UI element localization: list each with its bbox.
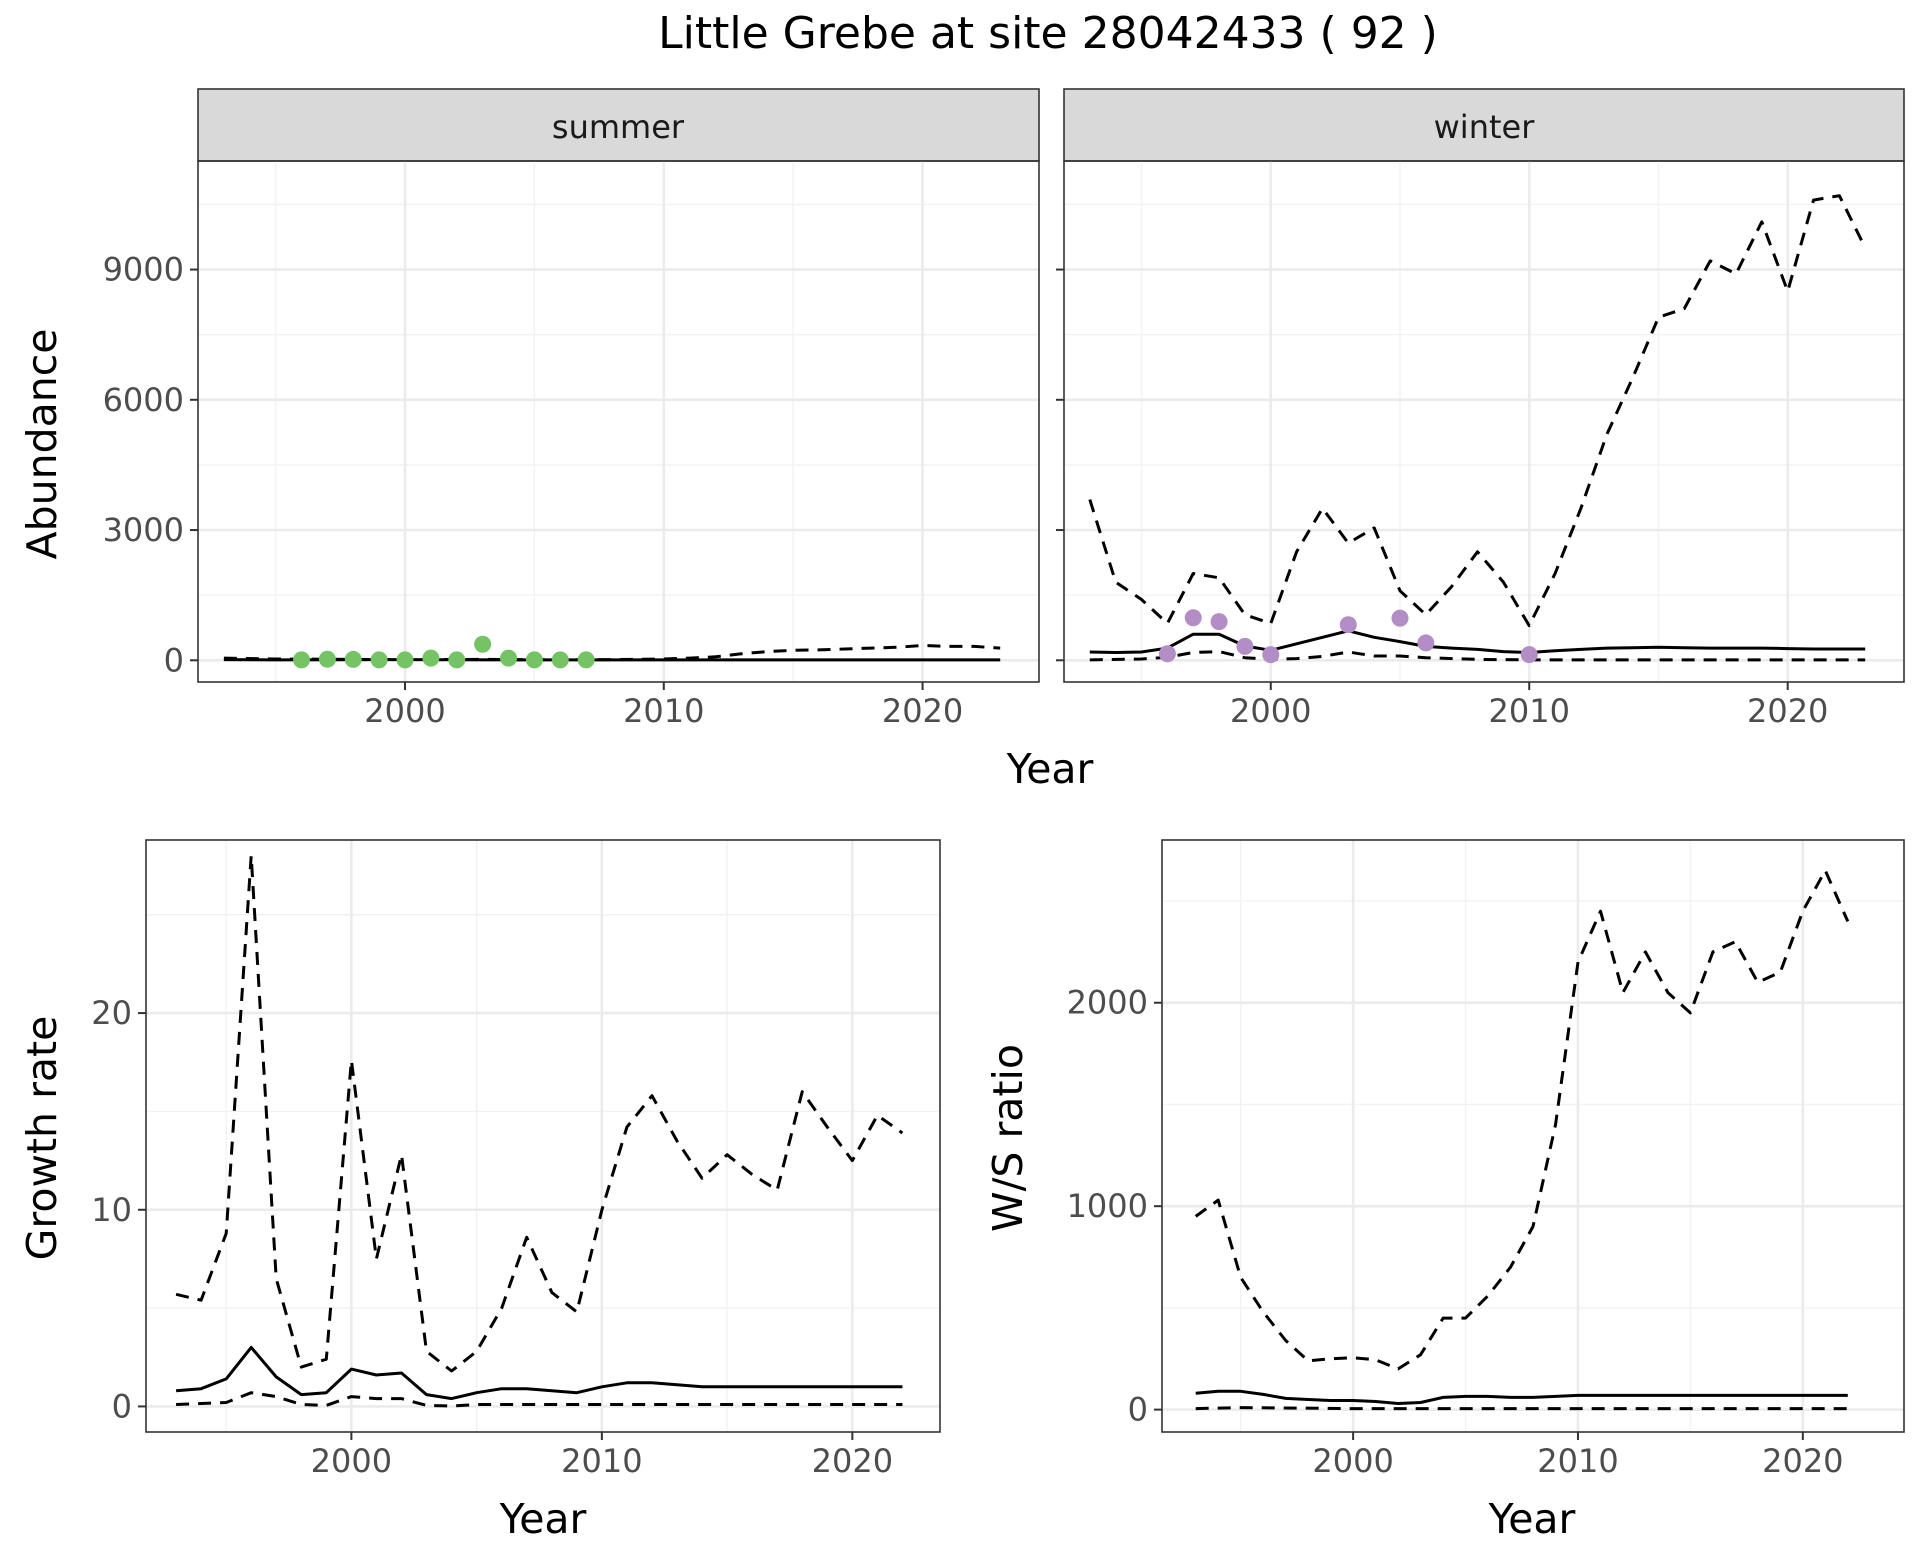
x-tick-label: 2000 xyxy=(1312,1442,1393,1480)
figure-title: Little Grebe at site 28042433 ( 92 ) xyxy=(658,8,1438,59)
x-tick-label: 2010 xyxy=(561,1442,642,1480)
x-tick-label: 2020 xyxy=(882,692,963,730)
strip-label-summer: summer xyxy=(552,108,685,146)
data-point xyxy=(500,649,518,667)
data-point xyxy=(1236,637,1254,655)
data-point xyxy=(422,649,440,667)
y-tick-label: 0 xyxy=(112,1387,132,1425)
y-tick-label: 2000 xyxy=(1067,984,1148,1022)
data-point xyxy=(474,635,492,653)
x-tick-label: 2010 xyxy=(623,692,704,730)
y-tick-label: 0 xyxy=(164,641,184,679)
x-tick-label: 2000 xyxy=(311,1442,392,1480)
y-tick-label: 3000 xyxy=(103,511,184,549)
x-tick-label: 2010 xyxy=(1537,1442,1618,1480)
x-tick-label: 2020 xyxy=(1762,1442,1843,1480)
panel-ws-ratio: 2000 2010 2020 0 1000 2000 xyxy=(1067,839,1905,1480)
data-point xyxy=(293,651,311,669)
data-point xyxy=(1262,646,1280,664)
data-point xyxy=(577,651,595,669)
data-point xyxy=(448,651,466,669)
series-line-dashed-2 xyxy=(1089,650,1866,662)
panel-abundance-winter: 2000 2010 2020 xyxy=(1056,160,1905,730)
series-line-dashed-2 xyxy=(176,1391,903,1408)
x-axis-title-ws: Year xyxy=(1488,1495,1576,1543)
data-point xyxy=(551,651,569,669)
x-tick-label: 2010 xyxy=(1489,692,1570,730)
data-point xyxy=(525,651,543,669)
y-tick-label: 6000 xyxy=(103,381,184,419)
x-tick-label: 2020 xyxy=(812,1442,893,1480)
x-tick-label: 2000 xyxy=(364,692,445,730)
strip-summer xyxy=(197,88,1040,162)
x-axis-title-abundance: Year xyxy=(1006,745,1094,793)
data-point xyxy=(1210,613,1228,631)
y-tick-label: 9000 xyxy=(103,251,184,289)
panel-border xyxy=(1063,160,1905,683)
data-point xyxy=(1520,646,1538,664)
y-axis-title-abundance: Abundance xyxy=(18,329,66,560)
x-tick-label: 2020 xyxy=(1747,692,1828,730)
y-axis-title-ws: W/S ratio xyxy=(984,1044,1032,1232)
y-axis-title-growth: Growth rate xyxy=(18,1016,66,1261)
panel-abundance-summer: 2000 2010 2020 0 3000 6000 9000 xyxy=(103,160,1040,730)
panel-border xyxy=(197,160,1040,683)
data-point xyxy=(396,651,414,669)
x-tick-label: 2000 xyxy=(1230,692,1311,730)
data-point xyxy=(1158,645,1176,663)
data-point xyxy=(1417,634,1435,652)
strip-winter xyxy=(1063,88,1905,162)
series-line-dashed-1 xyxy=(1194,869,1850,1371)
data-point xyxy=(1184,609,1202,627)
data-point xyxy=(318,650,336,668)
y-tick-label: 10 xyxy=(91,1191,132,1229)
series-line-solid-0 xyxy=(1195,1389,1848,1405)
panel-border xyxy=(1161,839,1905,1433)
data-point xyxy=(344,650,362,668)
y-tick-label: 0 xyxy=(1128,1391,1148,1429)
x-axis-title-growth: Year xyxy=(499,1495,587,1543)
series-line-solid-0 xyxy=(1089,629,1866,654)
data-point xyxy=(1391,609,1409,627)
data-point xyxy=(1339,616,1357,634)
series-line-dashed-1 xyxy=(175,854,904,1373)
strip-label-winter: winter xyxy=(1434,108,1536,146)
y-tick-label: 20 xyxy=(91,994,132,1032)
series-line-solid-0 xyxy=(175,1345,903,1401)
panel-growth-rate: 2000 2010 2020 0 10 20 xyxy=(91,839,941,1480)
y-tick-label: 1000 xyxy=(1067,1187,1148,1225)
series-line-dashed-1 xyxy=(1088,194,1867,628)
panel-border xyxy=(145,839,941,1433)
data-point xyxy=(370,651,388,669)
